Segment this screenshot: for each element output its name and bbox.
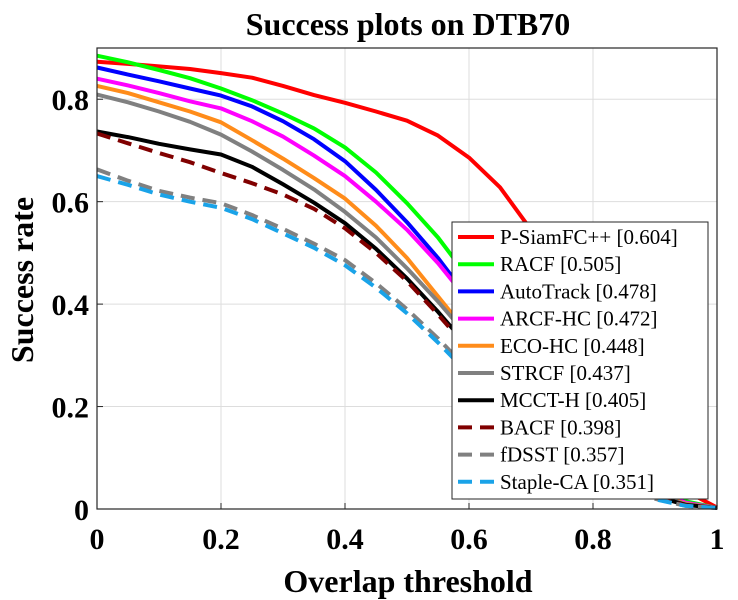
- chart-title: Success plots on DTB70: [246, 6, 571, 42]
- y-tick-label: 0.4: [52, 289, 90, 322]
- x-tick-label: 0: [90, 523, 105, 556]
- legend-label-1: RACF [0.505]: [500, 252, 621, 276]
- legend: P-SiamFC++ [0.604] RACF [0.505] AutoTrack …: [451, 221, 709, 500]
- x-tick-label: 0.8: [574, 523, 612, 556]
- series-line-9: [96, 174, 718, 510]
- legend-label-9: Staple-CA [0.351]: [500, 470, 654, 494]
- legend-label-4: ECO-HC [0.448]: [500, 334, 645, 358]
- legend-label-6: MCCT-H [0.405]: [500, 388, 646, 412]
- legend-label-2: AutoTrack [0.478]: [500, 279, 657, 303]
- x-axis-label: Overlap threshold: [283, 563, 532, 599]
- y-tick-label: 0.2: [52, 392, 90, 425]
- y-tick-label: 0.8: [52, 84, 90, 117]
- legend-label-8: fDSST [0.357]: [500, 443, 624, 467]
- legend-box: [451, 221, 709, 500]
- y-tick-label: 0: [74, 494, 89, 527]
- legend-label-3: ARCF-HC [0.472]: [500, 307, 658, 331]
- y-tick-label: 0.6: [52, 187, 90, 220]
- legend-label-0: P-SiamFC++ [0.604]: [500, 225, 678, 249]
- x-tick-label: 0.4: [326, 523, 364, 556]
- x-tick-label: 0.2: [202, 523, 240, 556]
- legend-label-7: BACF [0.398]: [500, 415, 621, 439]
- x-tick-label: 0.6: [450, 523, 488, 556]
- x-tick-label: 1: [710, 523, 725, 556]
- y-axis-label: Success rate: [4, 197, 40, 363]
- legend-label-5: STRCF [0.437]: [500, 361, 631, 385]
- axes-box: [96, 47, 718, 510]
